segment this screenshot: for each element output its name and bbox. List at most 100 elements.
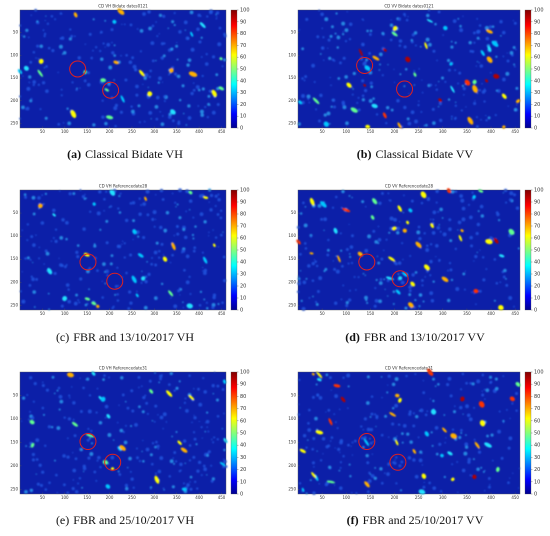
speckle — [435, 88, 438, 91]
speckle — [461, 372, 465, 376]
speckle — [395, 456, 398, 459]
speckle — [65, 283, 70, 287]
speckle — [188, 444, 192, 447]
y-tick-label: 200 — [288, 98, 296, 103]
speckle — [334, 421, 337, 424]
speckle — [308, 101, 311, 104]
speckle — [402, 423, 407, 428]
speckle — [105, 484, 111, 489]
speckle — [346, 82, 352, 88]
caption-text: FBR and 25/10/2017 VV — [363, 513, 484, 527]
speckle — [128, 290, 132, 294]
speckle — [71, 421, 78, 427]
speckle — [478, 61, 481, 64]
plot-frame — [297, 189, 521, 311]
speckle — [190, 31, 194, 37]
speckle — [157, 81, 160, 84]
speckle — [173, 451, 177, 454]
speckle — [90, 429, 93, 433]
speckle — [366, 29, 369, 33]
speckle — [441, 217, 444, 219]
speckle — [480, 118, 482, 121]
speckle — [79, 87, 81, 89]
speckle — [348, 38, 352, 41]
speckle — [364, 295, 368, 300]
highlight-circle — [69, 60, 87, 78]
colorbar-tick-label: 60 — [240, 236, 246, 242]
colorbar-tick-label: 0 — [240, 126, 243, 132]
speckle — [59, 263, 63, 267]
speckle — [384, 288, 386, 290]
speckle — [425, 37, 430, 42]
speckle — [173, 24, 176, 27]
speckle — [106, 274, 109, 277]
speckle — [443, 414, 446, 416]
x-tick-label: 350 — [463, 129, 471, 134]
speckle — [326, 248, 330, 252]
speckle — [429, 274, 432, 277]
speckle — [427, 9, 431, 12]
speckle — [44, 192, 48, 196]
speckle — [473, 260, 475, 262]
speckle — [320, 12, 324, 17]
speckle — [47, 46, 51, 50]
speckle — [309, 197, 315, 206]
speckle — [346, 373, 351, 378]
speckle — [444, 80, 447, 83]
heatmap-speckles — [20, 371, 228, 495]
speckle — [158, 76, 162, 81]
colorbar — [230, 9, 238, 129]
speckle — [96, 211, 101, 216]
speckle — [145, 401, 149, 405]
speckle — [139, 50, 142, 53]
speckle — [55, 473, 58, 477]
speckle — [351, 234, 354, 238]
speckle — [513, 193, 517, 197]
speckle — [389, 412, 396, 417]
speckle — [442, 34, 444, 36]
speckle — [369, 81, 373, 85]
speckle — [421, 279, 424, 282]
speckle — [157, 447, 160, 450]
speckle — [113, 44, 116, 47]
speckle — [209, 208, 213, 212]
speckle — [362, 272, 365, 275]
speckle — [475, 116, 478, 119]
speckle — [155, 440, 158, 444]
caption-text: FBR and 25/10/2017 VH — [73, 513, 194, 527]
speckle — [311, 461, 315, 465]
speckle — [183, 20, 188, 25]
speckle — [514, 108, 516, 111]
speckle — [307, 421, 310, 425]
x-tick-label: 450 — [511, 129, 519, 134]
colorbar-tick-label: 100 — [534, 188, 544, 194]
speckle — [222, 279, 227, 283]
speckle — [417, 225, 421, 229]
speckle — [479, 64, 484, 68]
speckle — [499, 20, 503, 24]
speckle — [380, 433, 384, 437]
speckle — [185, 189, 190, 194]
caption-label: (e) — [56, 513, 69, 527]
y-tick-label: 100 — [10, 416, 18, 421]
colorbar-tick-label: 60 — [534, 418, 540, 424]
speckle — [110, 254, 114, 258]
panel-caption: (e) FBR and 25/10/2017 VH — [56, 513, 194, 527]
speckle — [306, 94, 311, 99]
speckle — [144, 196, 147, 201]
speckle — [29, 258, 32, 261]
speckle — [362, 61, 367, 66]
speckle — [88, 394, 92, 397]
speckle — [434, 385, 437, 387]
speckle — [29, 419, 35, 425]
speckle — [191, 421, 193, 424]
speckle — [327, 408, 331, 412]
speckle — [117, 446, 122, 452]
speckle — [350, 261, 354, 265]
speckle — [149, 487, 152, 490]
speckle — [162, 256, 168, 262]
speckle — [421, 284, 424, 287]
x-tick-label: 450 — [511, 495, 519, 500]
speckle — [129, 470, 132, 473]
speckle — [105, 241, 109, 245]
